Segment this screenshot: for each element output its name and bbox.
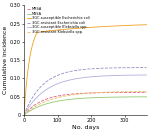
Y-axis label: Cumulative incidence: Cumulative incidence (3, 26, 8, 94)
Legend: MRSA, MSSA, 3GC-susceptible Escherichia coli, 3GC-resistant Escherichia coli, 3G: MRSA, MSSA, 3GC-susceptible Escherichia … (27, 7, 90, 34)
X-axis label: No. days: No. days (72, 124, 99, 130)
